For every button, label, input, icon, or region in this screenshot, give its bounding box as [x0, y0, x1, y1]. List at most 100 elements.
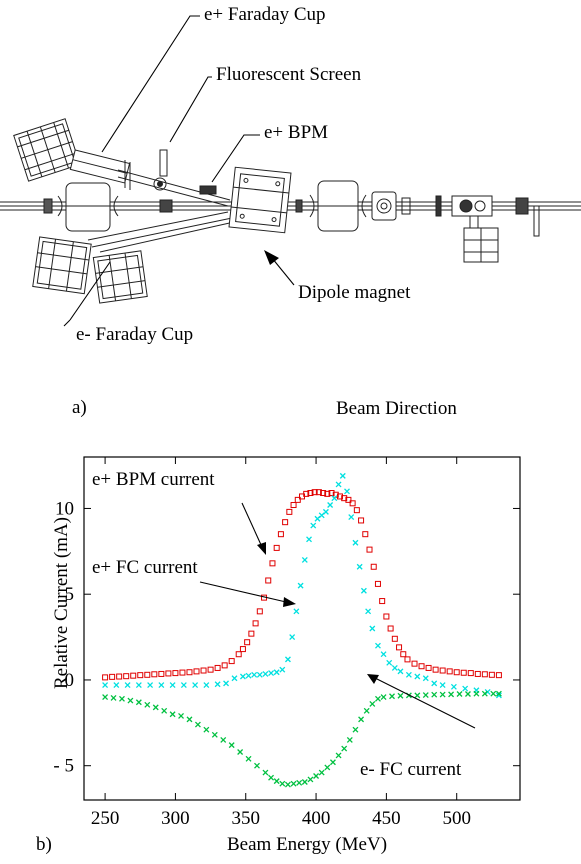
data-point-bpm	[221, 662, 228, 669]
data-point-fc_neg	[135, 699, 142, 706]
data-point-bpm	[228, 658, 235, 665]
data-point-bpm	[244, 639, 251, 646]
data-point-fc_neg	[414, 692, 421, 699]
bpm-arrowhead	[257, 542, 266, 555]
data-point-fc_pos	[169, 682, 176, 689]
data-point-fc_neg	[186, 716, 193, 723]
data-point-fc_neg	[228, 742, 235, 749]
data-point-fc_neg	[194, 721, 201, 728]
data-point-fc_pos	[289, 634, 296, 641]
label-pos-bpm: e+ BPM	[264, 122, 329, 143]
end-stand	[533, 205, 540, 237]
data-point-fc_pos	[203, 682, 210, 689]
data-point-bpm	[130, 672, 137, 679]
data-point-bpm	[290, 502, 297, 509]
data-point-fc_neg	[307, 776, 314, 783]
monitor-cross	[371, 191, 397, 221]
data-point-fc_pos	[356, 563, 363, 570]
data-point-fc_pos	[113, 682, 120, 689]
data-point-fc_neg	[456, 691, 463, 697]
x-tick-label: 250	[91, 808, 120, 829]
flange-right-1	[401, 197, 411, 215]
data-point-bpm	[460, 669, 467, 676]
data-point-fc_neg	[301, 779, 308, 785]
panel-b-label: b)	[36, 834, 52, 855]
end-flange	[515, 197, 529, 215]
data-point-bpm	[256, 608, 263, 615]
data-point-fc_neg	[144, 701, 151, 708]
quadrupole-magnet-right	[309, 180, 367, 232]
data-point-bpm	[235, 651, 242, 658]
data-point-fc_neg	[397, 692, 404, 699]
data-point-fc_neg	[284, 781, 291, 788]
annotation-bpm-current: e+ BPM current	[92, 469, 215, 490]
data-point-bpm	[214, 664, 221, 671]
data-point-fc_neg	[495, 690, 502, 697]
y-axis-label: Relative Current (mA)	[51, 517, 72, 690]
data-point-bpm	[179, 669, 186, 676]
data-point-fc_neg	[178, 713, 185, 719]
data-point-fc_neg	[290, 780, 297, 787]
data-point-fc_pos	[273, 669, 280, 676]
data-point-fc_neg	[296, 779, 303, 786]
x-axis-label: Beam Energy (MeV)	[227, 834, 388, 855]
data-point-bpm	[248, 630, 255, 637]
data-point-fc_neg	[465, 691, 471, 697]
valve-left	[159, 199, 173, 213]
panel-a-label: a)	[72, 397, 87, 418]
data-point-bpm	[336, 493, 343, 500]
data-point-fc_pos	[339, 472, 346, 479]
data-point-fc_pos	[322, 508, 329, 515]
data-point-bpm	[400, 651, 407, 658]
data-point-fc_pos	[158, 682, 165, 689]
data-point-bpm	[172, 670, 179, 677]
data-point-bpm	[362, 531, 369, 538]
data-point-bpm	[158, 670, 165, 677]
data-point-fc_pos	[331, 495, 338, 502]
data-point-fc_pos	[414, 673, 421, 680]
data-point-fc_pos	[297, 582, 304, 589]
data-point-bpm	[349, 500, 356, 507]
data-point-bpm	[277, 531, 284, 538]
data-point-fc_neg	[262, 769, 269, 776]
data-point-fc_neg	[318, 769, 325, 776]
y-tick-label: - 5	[53, 756, 74, 777]
data-point-fc_pos	[374, 642, 381, 649]
data-point-fc_pos	[360, 587, 367, 594]
series-fc_neg	[102, 690, 502, 788]
annotation-arrows	[199, 502, 476, 729]
data-point-bpm	[269, 560, 276, 567]
data-point-fc_neg	[352, 726, 359, 733]
data-point-fc_neg	[161, 707, 168, 714]
data-point-fc_pos	[344, 488, 350, 495]
data-point-fc_pos	[293, 608, 300, 615]
data-point-bpm	[446, 668, 453, 675]
data-point-fc_neg	[329, 759, 336, 766]
data-point-bpm	[324, 490, 331, 497]
data-point-bpm	[320, 490, 327, 497]
y-tick-label: 10	[55, 498, 74, 519]
data-point-fc_pos	[439, 682, 446, 689]
data-point-fc_pos	[450, 683, 457, 690]
data-point-fc_pos	[251, 671, 258, 678]
data-point-fc_pos	[310, 522, 317, 529]
data-point-bpm	[200, 667, 207, 674]
data-point-fc_neg	[439, 691, 446, 698]
data-point-bpm	[265, 577, 272, 584]
data-point-bpm	[358, 517, 365, 524]
label-dipole-magnet: Dipole magnet	[298, 282, 411, 303]
flange-left	[43, 198, 53, 214]
data-point-fc_neg	[110, 694, 117, 701]
fc-pos-arrowhead	[283, 597, 296, 607]
annotation-pos-fc-current: e+ FC current	[92, 557, 198, 578]
data-point-bpm	[151, 671, 158, 678]
plot-frame	[83, 456, 521, 801]
data-point-bpm	[303, 490, 310, 497]
fluorescent-screen-device	[153, 149, 168, 191]
callout-leaders	[63, 15, 260, 327]
plot-border	[83, 456, 521, 801]
data-point-bpm	[374, 580, 381, 587]
data-point-fc_neg	[346, 737, 353, 743]
data-point-fc_pos	[301, 556, 308, 563]
data-point-fc_neg	[152, 704, 159, 711]
